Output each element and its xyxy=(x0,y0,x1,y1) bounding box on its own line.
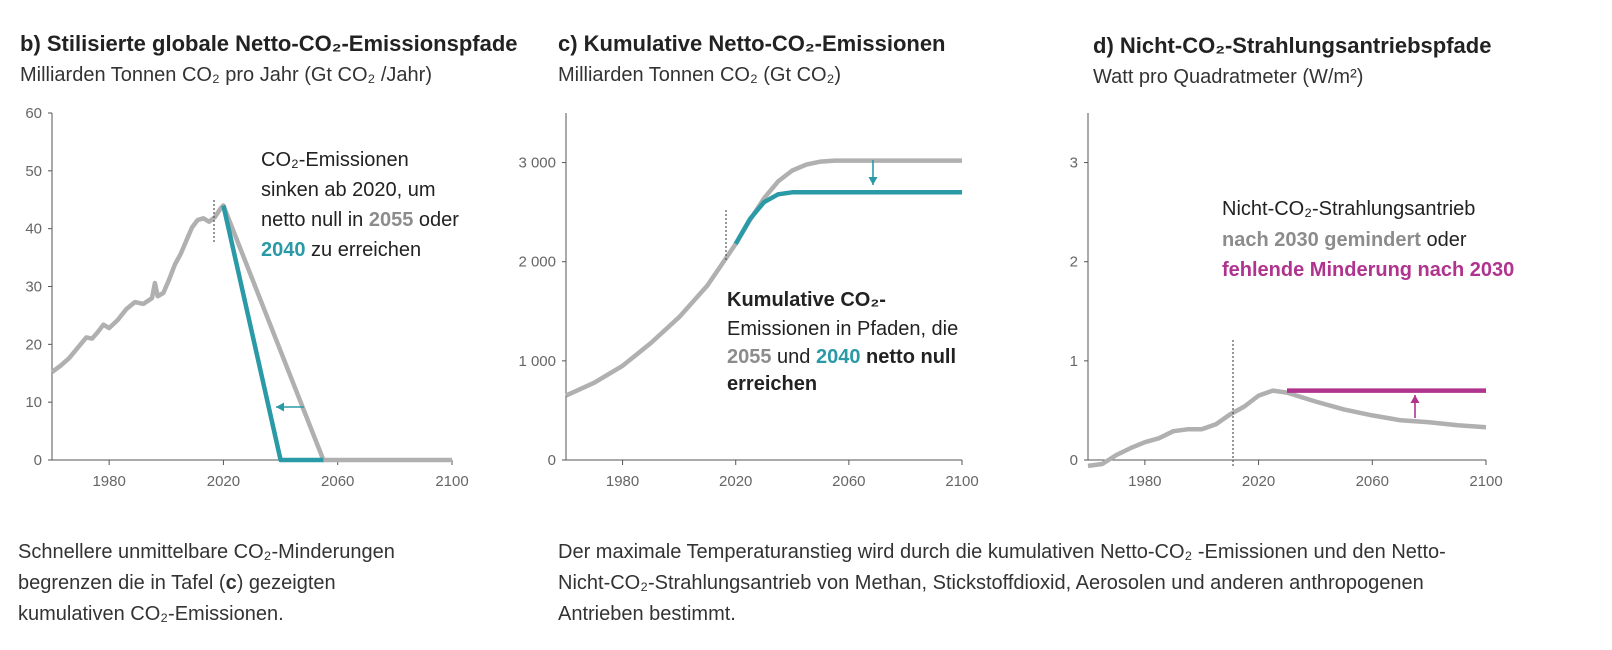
caption-left-part-a: begrenzen die in Tafel ( xyxy=(18,572,226,594)
panel-c-chart: 0 1 000 2 000 3 000 1980 2020 2060 2100 xyxy=(518,113,979,490)
y-tick-label: 20 xyxy=(25,336,42,353)
x-tick-label: 2060 xyxy=(321,473,354,490)
y-tick-label: 1 xyxy=(1070,353,1078,370)
panel-c-annotation-line-1: Kumulative CO₂- xyxy=(727,289,886,311)
y-tick-label: 0 xyxy=(1070,452,1078,469)
x-tick-label: 2060 xyxy=(1356,473,1389,490)
y-tick-label: 1 000 xyxy=(518,353,556,370)
series-grey-line xyxy=(1087,388,1487,469)
caption-left-part-b: ) gezeigten xyxy=(236,572,336,594)
y-tick-label: 30 xyxy=(25,279,42,296)
anno-text: und xyxy=(772,346,816,368)
anno-text: oder xyxy=(413,209,459,231)
anno-text: erreichen xyxy=(727,373,817,395)
caption-left-panel-ref: c xyxy=(225,572,237,594)
y-tick-label: 60 xyxy=(25,105,42,122)
panel-d-annotation-line-3: fehlende Minderung nach 2030 xyxy=(1222,259,1514,281)
y-tick-label: 50 xyxy=(25,163,42,180)
panel-c-title: c) Kumulative Netto-CO₂-Emissionen xyxy=(558,31,946,56)
panel-b-annotation-line-1: CO₂-Emissionen xyxy=(261,149,409,171)
panel-c-arrow xyxy=(868,160,878,185)
x-tick-label: 1980 xyxy=(1128,473,1161,490)
x-tick-label: 2020 xyxy=(207,473,240,490)
panel-c-arrow-head xyxy=(868,177,878,185)
panel-b-title: b) Stilisierte globale Netto-CO₂-Emissio… xyxy=(20,31,518,56)
y-tick-label: 2 xyxy=(1070,254,1078,271)
anno-text: Nicht-CO₂-Strahlungsantrieb xyxy=(1222,198,1475,220)
anno-year-2055: 2055 xyxy=(369,209,414,231)
x-tick-label: 1980 xyxy=(92,473,125,490)
panel-b-chart: 0 10 20 30 40 50 60 1980 2020 2060 2100 xyxy=(25,105,468,490)
x-tick-label: 2100 xyxy=(435,473,468,490)
panel-d-title: d) Nicht-CO₂-Strahlungsantriebspfade xyxy=(1093,33,1492,58)
caption-left-line-3: kumulativen CO₂-Emissionen. xyxy=(18,603,284,625)
anno-year-2040: 2040 xyxy=(261,239,306,261)
caption-left-line-1: Schnellere unmittelbare CO₂-Minderungen xyxy=(18,541,395,563)
x-tick-label: 2100 xyxy=(945,473,978,490)
panel-d-arrow-head xyxy=(1410,395,1420,403)
y-tick-label: 0 xyxy=(34,452,42,469)
anno-year-2040: 2040 xyxy=(816,346,861,368)
caption-right: Der maximale Temperaturanstieg wird durc… xyxy=(558,537,1598,630)
x-tick-label: 2020 xyxy=(719,473,752,490)
caption-left: Schnellere unmittelbare CO₂-Minderungen … xyxy=(18,537,498,630)
panel-b-arrow-head xyxy=(276,402,284,412)
anno-text: netto null xyxy=(860,346,956,368)
panel-d-arrow xyxy=(1410,395,1420,418)
y-tick-label: 0 xyxy=(548,452,556,469)
caption-right-line-1: Der maximale Temperaturanstieg wird durc… xyxy=(558,541,1446,563)
anno-text: CO₂-Emissionen xyxy=(261,149,409,171)
y-tick-label: 2 000 xyxy=(518,254,556,271)
panel-b-arrow xyxy=(276,402,304,412)
x-tick-label: 2060 xyxy=(832,473,865,490)
panel-d-subtitle: Watt pro Quadratmeter (W/m²) xyxy=(1093,66,1364,88)
panel-d-annotation-line-1: Nicht-CO₂-Strahlungsantrieb xyxy=(1222,198,1475,220)
panel-b-annotation-line-3: netto null in 2055 oder xyxy=(261,209,459,231)
panel-b-subtitle: Milliarden Tonnen CO₂ pro Jahr (Gt CO₂ /… xyxy=(20,64,432,86)
anno-not-mitigated: fehlende Minderung nach 2030 xyxy=(1222,259,1514,281)
panel-b-annotation-line-2: sinken ab 2020, um xyxy=(261,179,436,201)
y-tick-label: 10 xyxy=(25,394,42,411)
panel-c-annotation-line-2: Emissionen in Pfaden, die xyxy=(727,318,958,340)
panel-c-annotation-line-3: 2055 und 2040 netto null xyxy=(727,346,956,368)
anno-text: netto null in xyxy=(261,209,369,231)
y-tick-label: 40 xyxy=(25,221,42,238)
x-tick-label: 2100 xyxy=(1469,473,1502,490)
anno-text: Kumulative CO₂- xyxy=(727,289,886,311)
panel-c-subtitle: Milliarden Tonnen CO₂ (Gt CO₂) xyxy=(558,64,842,86)
x-tick-label: 1980 xyxy=(606,473,639,490)
series-grey-line xyxy=(50,203,452,463)
panel-d-chart: 0 1 2 3 1980 2020 2060 2100 xyxy=(1070,113,1503,490)
y-tick-label: 3 000 xyxy=(518,155,556,172)
panel-d-annotation-line-2: nach 2030 gemindert oder xyxy=(1222,229,1467,251)
anno-year-2055: 2055 xyxy=(727,346,772,368)
series-teal-line xyxy=(221,205,324,463)
panel-b-annotation-line-4: 2040 zu erreichen xyxy=(261,239,421,261)
caption-right-line-2: Nicht-CO₂-Strahlungsantrieb von Methan, … xyxy=(558,572,1424,594)
caption-right-line-3: Antrieben bestimmt. xyxy=(558,603,736,625)
series-teal-line xyxy=(733,190,962,246)
y-tick-label: 3 xyxy=(1070,155,1078,172)
x-tick-label: 2020 xyxy=(1242,473,1275,490)
anno-mitigated: nach 2030 gemindert xyxy=(1222,229,1421,251)
anno-text: oder xyxy=(1421,229,1467,251)
panel-c-annotation-line-4: erreichen xyxy=(727,373,817,395)
caption-left-line-2: begrenzen die in Tafel (c) gezeigten xyxy=(18,568,498,599)
anno-text: zu erreichen xyxy=(306,239,422,261)
anno-text: Emissionen in Pfaden, die xyxy=(727,318,958,340)
anno-text: sinken ab 2020, um xyxy=(261,179,436,201)
